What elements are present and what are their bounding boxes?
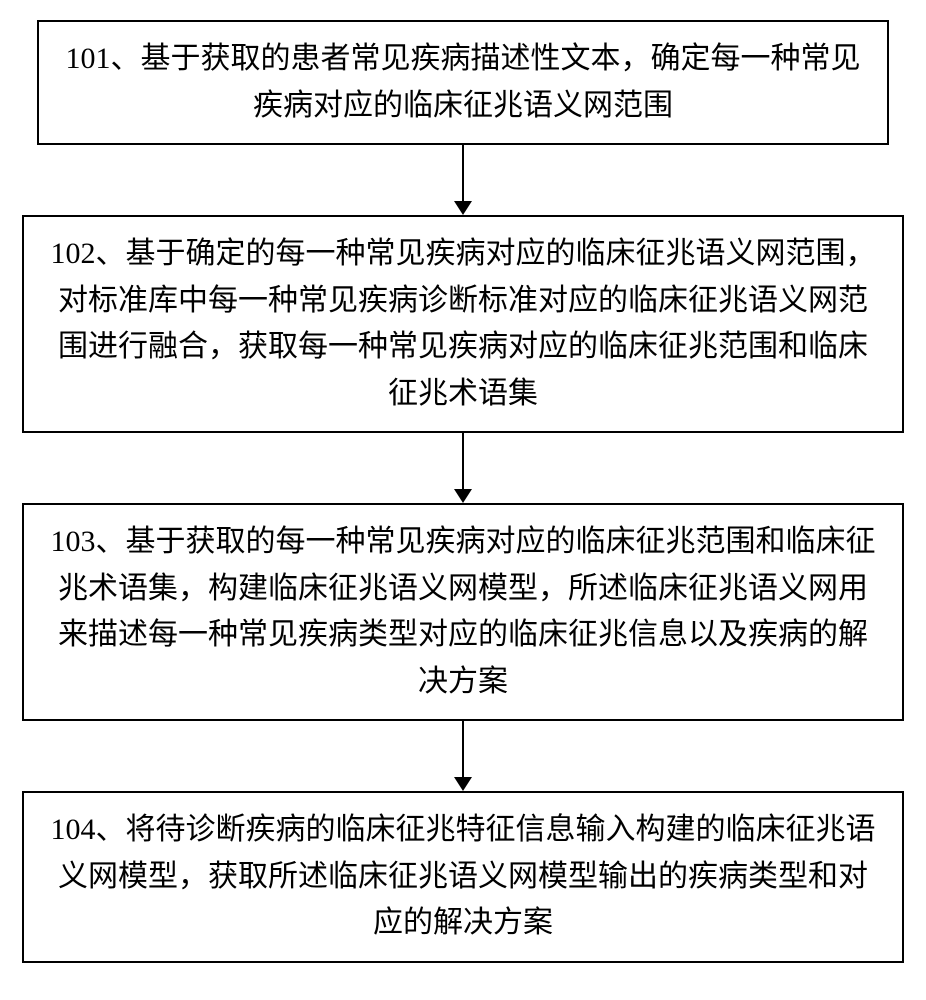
- flowchart-container: 101、基于获取的患者常见疾病描述性文本，确定每一种常见疾病对应的临床征兆语义网…: [20, 20, 906, 963]
- step-text: 103、基于获取的每一种常见疾病对应的临床征兆范围和临床征兆术语集，构建临床征兆…: [51, 525, 876, 698]
- arrow-icon: [451, 721, 475, 791]
- step-box-104: 104、将待诊断疾病的临床征兆特征信息输入构建的临床征兆语义网模型，获取所述临床…: [22, 791, 904, 963]
- step-box-103: 103、基于获取的每一种常见疾病对应的临床征兆范围和临床征兆术语集，构建临床征兆…: [22, 503, 904, 721]
- step-box-101: 101、基于获取的患者常见疾病描述性文本，确定每一种常见疾病对应的临床征兆语义网…: [37, 20, 889, 145]
- step-text: 102、基于确定的每一种常见疾病对应的临床征兆语义网范围，对标准库中每一种常见疾…: [51, 237, 876, 410]
- arrow-icon: [451, 433, 475, 503]
- step-box-102: 102、基于确定的每一种常见疾病对应的临床征兆语义网范围，对标准库中每一种常见疾…: [22, 215, 904, 433]
- step-text: 104、将待诊断疾病的临床征兆特征信息输入构建的临床征兆语义网模型，获取所述临床…: [51, 813, 876, 939]
- step-text: 101、基于获取的患者常见疾病描述性文本，确定每一种常见疾病对应的临床征兆语义网…: [66, 42, 861, 122]
- arrow-icon: [451, 145, 475, 215]
